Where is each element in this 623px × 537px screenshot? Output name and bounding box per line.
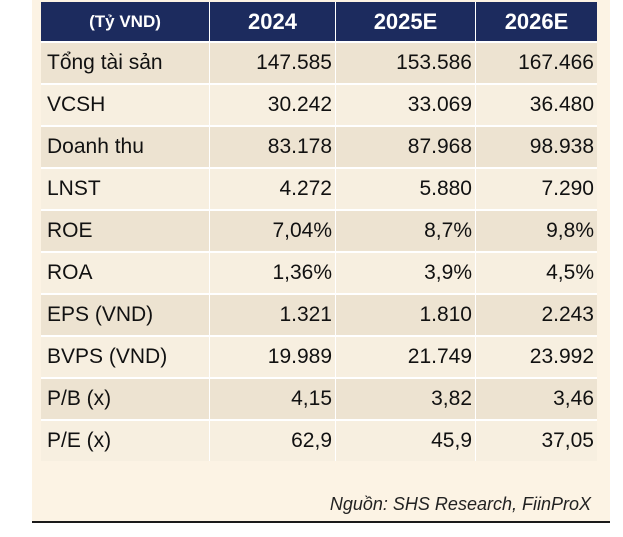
cell-2024: 1,36% bbox=[210, 251, 336, 293]
cell-2024: 1.321 bbox=[210, 293, 336, 335]
cell-2024: 83.178 bbox=[210, 125, 336, 167]
cell-2025e: 3,82 bbox=[336, 377, 476, 419]
cell-2025e: 5.880 bbox=[336, 167, 476, 209]
cell-2026e: 9,8% bbox=[476, 209, 597, 251]
table-row: LNST 4.272 5.880 7.290 bbox=[41, 167, 597, 209]
financial-table: (Tỷ VND) 2024 2025E 2026E Tổng tài sản 1… bbox=[41, 2, 597, 461]
cell-2024: 30.242 bbox=[210, 83, 336, 125]
table-row: Tổng tài sản 147.585 153.586 167.466 bbox=[41, 41, 597, 83]
cell-2024: 7,04% bbox=[210, 209, 336, 251]
bottom-divider bbox=[32, 521, 610, 523]
row-label: P/B (x) bbox=[41, 377, 210, 419]
header-row: (Tỷ VND) 2024 2025E 2026E bbox=[41, 2, 597, 41]
table-row: Doanh thu 83.178 87.968 98.938 bbox=[41, 125, 597, 167]
year-header-2026e: 2026E bbox=[476, 2, 597, 41]
cell-2025e: 87.968 bbox=[336, 125, 476, 167]
year-header-2024: 2024 bbox=[210, 2, 336, 41]
row-label: ROA bbox=[41, 251, 210, 293]
table-row: P/E (x) 62,9 45,9 37,05 bbox=[41, 419, 597, 461]
table-row: BVPS (VND) 19.989 21.749 23.992 bbox=[41, 335, 597, 377]
cell-2024: 62,9 bbox=[210, 419, 336, 461]
row-label: EPS (VND) bbox=[41, 293, 210, 335]
cell-2026e: 3,46 bbox=[476, 377, 597, 419]
row-label: Doanh thu bbox=[41, 125, 210, 167]
cell-2024: 19.989 bbox=[210, 335, 336, 377]
cell-2025e: 1.810 bbox=[336, 293, 476, 335]
cell-2026e: 23.992 bbox=[476, 335, 597, 377]
cell-2026e: 36.480 bbox=[476, 83, 597, 125]
table-row: P/B (x) 4,15 3,82 3,46 bbox=[41, 377, 597, 419]
table-row: ROA 1,36% 3,9% 4,5% bbox=[41, 251, 597, 293]
table-row: ROE 7,04% 8,7% 9,8% bbox=[41, 209, 597, 251]
row-label: ROE bbox=[41, 209, 210, 251]
cell-2026e: 2.243 bbox=[476, 293, 597, 335]
cell-2026e: 37,05 bbox=[476, 419, 597, 461]
cell-2025e: 45,9 bbox=[336, 419, 476, 461]
cell-2026e: 7.290 bbox=[476, 167, 597, 209]
row-label: LNST bbox=[41, 167, 210, 209]
cell-2025e: 21.749 bbox=[336, 335, 476, 377]
row-label: VCSH bbox=[41, 83, 210, 125]
cell-2025e: 33.069 bbox=[336, 83, 476, 125]
row-label: BVPS (VND) bbox=[41, 335, 210, 377]
cell-2025e: 3,9% bbox=[336, 251, 476, 293]
cell-2024: 4.272 bbox=[210, 167, 336, 209]
row-label: P/E (x) bbox=[41, 419, 210, 461]
cell-2024: 4,15 bbox=[210, 377, 336, 419]
source-note: Nguồn: SHS Research, FiinProX bbox=[329, 494, 591, 514]
cell-2026e: 4,5% bbox=[476, 251, 597, 293]
year-header-2025e: 2025E bbox=[336, 2, 476, 41]
cell-2024: 147.585 bbox=[210, 41, 336, 83]
table-row: VCSH 30.242 33.069 36.480 bbox=[41, 83, 597, 125]
cell-2026e: 98.938 bbox=[476, 125, 597, 167]
table-row: EPS (VND) 1.321 1.810 2.243 bbox=[41, 293, 597, 335]
unit-header: (Tỷ VND) bbox=[41, 2, 210, 41]
cell-2026e: 167.466 bbox=[476, 41, 597, 83]
row-label: Tổng tài sản bbox=[41, 41, 210, 83]
cell-2025e: 153.586 bbox=[336, 41, 476, 83]
cell-2025e: 8,7% bbox=[336, 209, 476, 251]
